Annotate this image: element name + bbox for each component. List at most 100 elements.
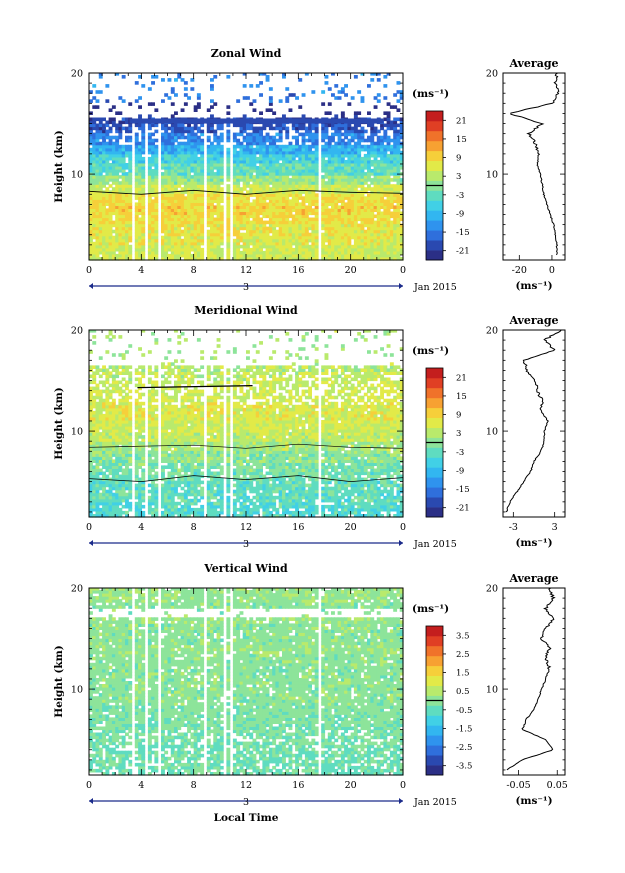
heatmap-cell [200,163,205,167]
heatmap-cell [324,217,329,222]
heatmap-cell [151,450,155,454]
heatmap-cell [121,178,126,182]
heatmap-cell [170,187,175,191]
heatmap-cell [278,132,283,137]
heatmap-cell [174,132,178,137]
heatmap-cell [298,159,303,164]
heatmap-cell [147,426,152,430]
heatmap-cell [219,253,224,258]
heatmap-cell [167,153,172,158]
heatmap-cell [360,208,365,212]
date-bar-right-arrow-icon [399,283,403,289]
heatmap-cell [350,163,355,167]
heatmap-cell [321,153,326,158]
heatmap-cell [125,410,129,415]
heatmap-cell [295,96,299,100]
heatmap-cell [370,205,375,209]
heatmap-cell [350,193,355,197]
heatmap-cell [295,205,299,209]
heatmap-cell [232,163,237,167]
heatmap-cell [347,156,352,161]
heatmap-cell [151,404,155,409]
heatmap-cell [125,435,129,439]
heatmap-cell [147,401,152,406]
heatmap-cell [177,214,182,219]
heatmap-cell [210,99,214,103]
heatmap-cell [196,211,201,216]
heatmap-cell [151,163,155,167]
heatmap-cell [115,211,120,216]
heatmap-cell [285,214,290,219]
heatmap-cell [285,156,290,161]
heatmap-cell [363,241,368,246]
heatmap-cell [180,172,185,176]
heatmap-cell [226,217,231,222]
heatmap-cell [128,459,133,463]
heatmap-cell [187,147,191,152]
heatmap-cell [308,153,312,158]
heatmap-cell [265,241,270,246]
heatmap-cell [268,253,273,258]
heatmap-cell [367,166,371,170]
heatmap-cell [236,178,241,182]
heatmap-cell [383,147,388,152]
heatmap-cell [295,138,299,143]
heatmap-cell [125,395,129,400]
heatmap-cell [128,489,133,494]
heatmap-cell [370,241,375,246]
heatmap-cell [138,480,142,485]
heatmap-cell [386,190,391,194]
colorbar-tick-label: 3 [456,172,461,182]
heatmap-cell [210,114,214,118]
heatmap-cell [386,172,391,176]
heatmap-cell [147,175,152,179]
heatmap-cell [177,232,182,237]
heatmap-cell [213,150,218,155]
heatmap-cell [321,196,326,200]
heatmap-cell [206,229,211,234]
heatmap-cell [141,178,146,182]
heatmap-cell [92,486,97,491]
heatmap-cell [98,374,103,379]
heatmap-cell [383,96,388,100]
heatmap-cell [340,196,345,200]
heatmap-cell [383,159,388,164]
heatmap-cell [196,220,201,225]
heatmap-cell [102,441,106,445]
heatmap-cell [334,178,339,182]
heatmap-cell [187,138,191,143]
heatmap-cell [213,257,218,261]
heatmap-cell [219,178,224,182]
heatmap-cell [167,244,172,249]
heatmap-cell [344,166,348,170]
heatmap-cell [376,193,381,197]
heatmap-cell [367,253,371,258]
heatmap-cell [141,144,146,149]
heatmap-cell [321,123,326,128]
heatmap-cell [386,205,391,209]
heatmap-cell [337,196,342,200]
heatmap-cell [154,187,159,191]
heatmap-cell [121,504,126,509]
heatmap-cell [295,126,299,131]
heatmap-cell [383,247,388,252]
heatmap-cell [399,150,404,155]
heatmap-cell [383,257,388,261]
heatmap-cell [344,141,348,146]
heatmap-cell [347,235,352,240]
heatmap-cell [265,247,270,252]
heatmap-cell [121,510,126,515]
heatmap-cell [311,220,316,225]
heatmap-cell [193,229,198,234]
heatmap-cell [125,199,129,203]
heatmap-cell [151,178,155,182]
heatmap-cell [115,159,120,164]
heatmap-cell [183,202,188,206]
heatmap-cell [161,135,165,140]
heatmap-cell [95,223,100,228]
heatmap-cell [367,193,371,197]
heatmap-cell [353,223,358,228]
heatmap-cell [304,238,309,243]
heatmap-cell [115,247,120,252]
heatmap-cell [226,105,231,109]
